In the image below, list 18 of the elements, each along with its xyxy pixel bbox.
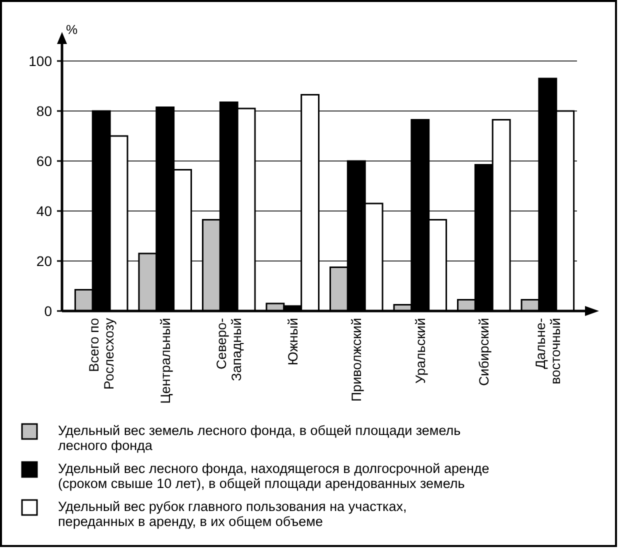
x-tick-label: Сибирский: [476, 318, 492, 386]
x-tick-label: Северо-Западный: [214, 318, 244, 382]
y-tick-label: 60: [36, 152, 52, 169]
x-tick-label: Центральный: [158, 318, 173, 404]
x-tick-label: Уральский: [412, 318, 428, 384]
x-tick-label: Всего по Рослесхозу: [86, 318, 117, 390]
legend-label: Удельный вес рубок главного пользования на участках, переданных в аренду, в их общем объеме: [58, 499, 407, 529]
x-tick-label: Приволжский: [349, 318, 364, 402]
y-tick-label: 40: [36, 202, 52, 219]
legend-label: Удельный вес лесного фонда, находящегося в долгосрочной аренде (сроком свыше 10 лет), в общей площади арендованных земель: [58, 461, 490, 491]
y-tick-label: 80: [36, 102, 52, 119]
y-tick-label: 20: [36, 252, 52, 269]
y-tick-label: 0: [44, 302, 52, 319]
x-tick-label: Дальне-восточный: [532, 318, 563, 384]
x-tick-label: Южный: [285, 318, 300, 366]
y-axis-title: %: [66, 22, 78, 37]
legend-label: Удельный вес земель лесного фонда, в общей площади земель лесного фонда: [58, 423, 461, 453]
y-tick-label: 100: [28, 52, 52, 69]
